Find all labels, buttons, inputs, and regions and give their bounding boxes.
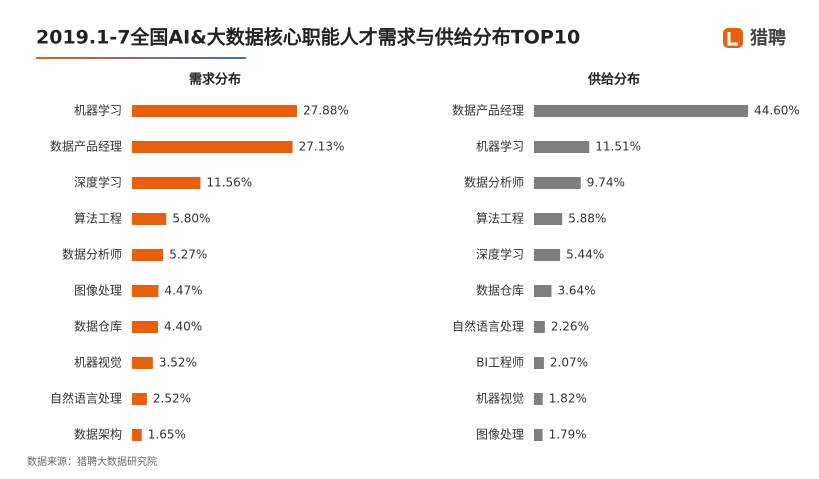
chart-title: 需求分布: [189, 72, 241, 88]
category-label: 图像处理: [74, 284, 122, 298]
value-label: 9.74%: [587, 176, 625, 190]
category-label: 数据产品经理: [452, 103, 524, 118]
title-underline: [36, 57, 246, 59]
value-label: 3.64%: [557, 284, 595, 298]
value-label: 44.60%: [754, 104, 800, 118]
bar: [132, 285, 159, 297]
bar: [534, 357, 544, 369]
category-label: 算法工程: [476, 211, 524, 226]
value-label: 5.88%: [568, 212, 606, 226]
bar: [534, 213, 563, 225]
bar: [534, 429, 543, 441]
value-label: 1.82%: [549, 392, 587, 406]
chart-title: 供给分布: [587, 72, 640, 88]
logo-text: 猎聘: [750, 27, 786, 49]
value-label: 27.13%: [299, 140, 345, 154]
value-label: 11.51%: [595, 140, 641, 154]
value-label: 5.80%: [172, 212, 210, 226]
bar: [534, 321, 545, 333]
bar: [534, 393, 543, 405]
bar: [132, 177, 201, 189]
category-label: BI工程师: [476, 355, 524, 370]
value-label: 1.65%: [148, 428, 186, 442]
value-label: 2.07%: [550, 356, 588, 370]
category-label: 机器视觉: [476, 391, 524, 406]
bar: [132, 141, 293, 153]
bar: [132, 429, 142, 441]
category-label: 算法工程: [74, 211, 122, 226]
category-label: 数据分析师: [62, 247, 122, 262]
bar: [534, 249, 561, 261]
bar: [534, 285, 552, 297]
bar: [132, 321, 159, 333]
category-label: 图像处理: [476, 428, 524, 442]
category-label: 自然语言处理: [452, 319, 524, 334]
bar: [132, 357, 153, 369]
category-label: 机器学习: [74, 103, 122, 118]
bar: [132, 213, 167, 225]
category-label: 数据仓库: [74, 319, 122, 334]
category-label: 机器学习: [476, 139, 524, 154]
category-label: 数据产品经理: [50, 139, 122, 154]
source-note: 数据来源：猎聘大数据研究院: [27, 455, 157, 468]
value-label: 5.27%: [169, 248, 207, 262]
bar: [132, 249, 164, 261]
category-label: 数据仓库: [476, 283, 524, 298]
category-label: 数据架构: [74, 427, 122, 442]
value-label: 2.26%: [551, 320, 589, 334]
logo-mark: [727, 32, 738, 46]
value-label: 27.88%: [303, 104, 349, 118]
page-title: 2019.1-7全国AI&大数据核心职能人才需求与供给分布TOP10: [36, 26, 580, 49]
bar: [534, 141, 590, 153]
category-label: 深度学习: [74, 175, 122, 190]
value-label: 3.52%: [159, 356, 197, 370]
value-label: 5.44%: [566, 248, 604, 262]
value-label: 1.79%: [549, 428, 587, 442]
category-label: 自然语言处理: [50, 391, 122, 406]
value-label: 2.52%: [153, 392, 191, 406]
value-label: 4.40%: [164, 320, 202, 334]
bar: [534, 105, 749, 117]
bar: [132, 105, 298, 117]
category-label: 深度学习: [476, 247, 524, 262]
value-label: 4.47%: [164, 284, 202, 298]
bar: [132, 393, 147, 405]
bar: [534, 177, 581, 189]
value-label: 11.56%: [206, 176, 252, 190]
category-label: 机器视觉: [74, 355, 122, 370]
category-label: 数据分析师: [464, 175, 524, 190]
